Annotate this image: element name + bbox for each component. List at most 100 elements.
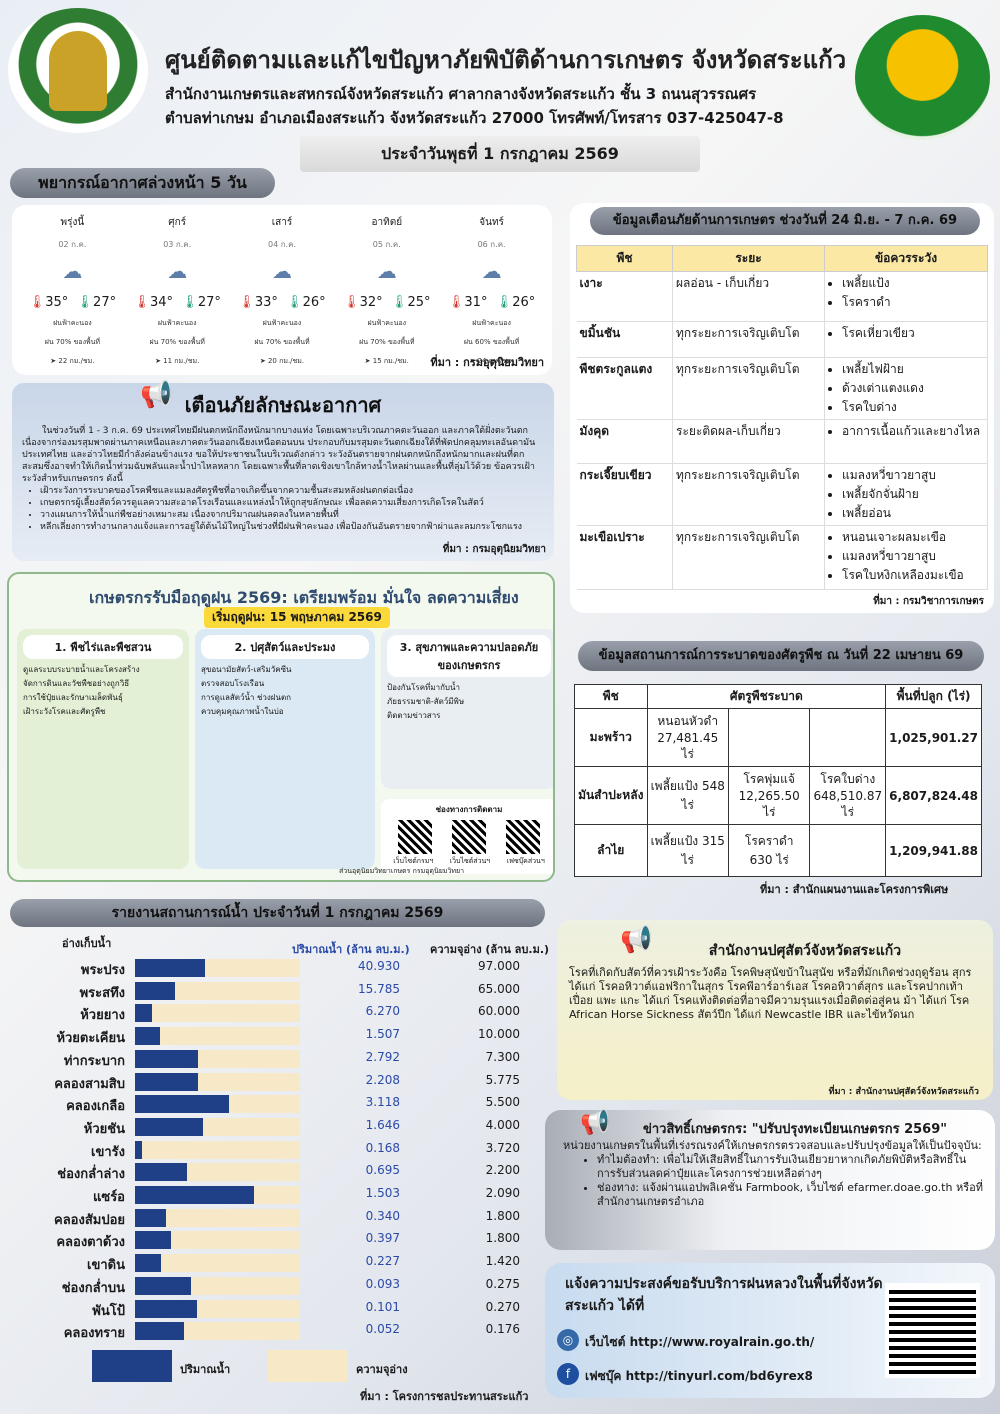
- volume-bar: [135, 1299, 197, 1318]
- qr-code-icon[interactable]: [885, 1283, 980, 1378]
- reservoir-label: คลองทราย: [63, 1326, 125, 1342]
- legend-volume-label: ปริมาณน้ำ: [180, 1363, 231, 1376]
- news-title: ข่าวสิทธิ์เกษตรกร: "ปรับปรุงทะเบียนเกษตร…: [643, 1122, 948, 1137]
- pest-1: เพลี้ยแป้ง 315 ไร่: [646, 824, 729, 877]
- volume-label: 0.397: [365, 1231, 400, 1246]
- warning-item: เกษตรกรผู้เลี้ยงสัตว์ควรดูแลความสะอาดโรง…: [40, 497, 544, 509]
- channels-title: ช่องทางการติดตาม: [435, 805, 503, 814]
- capacity-label: 2.200: [485, 1163, 520, 1178]
- volume-label: 1.507: [365, 1027, 400, 1042]
- thunderstorm-icon: ☁: [271, 259, 292, 283]
- risk-note: เพลี้ยแป้ง: [842, 274, 984, 293]
- reservoir-label: คลองเกลือ: [66, 1099, 125, 1115]
- risk-note: โรคใบด่าง: [842, 398, 984, 417]
- capacity-bar: [135, 981, 300, 1000]
- crop-risk-panel: ข้อมูลเตือนภัยด้านการเกษตร ช่วงวันที่ 24…: [570, 203, 994, 613]
- infographic-title: เกษตรกรรับมือฤดูฝน 2569: เตรียมพร้อม มั่…: [89, 588, 519, 607]
- thermometer-hot-icon: 🌡: [447, 295, 465, 310]
- qr-label: เว็บไซต์กรมฯ: [393, 857, 434, 865]
- rain-chance: ฝน 70% ของพื้นที่: [359, 338, 415, 346]
- news-intro: หน่วยงานเกษตรในพื้นที่เร่งรณรงค์ให้เกษตร…: [563, 1139, 982, 1152]
- pest-3: โรคใบด่าง 648,510.87 ไร่: [809, 766, 887, 825]
- qr-code-icon[interactable]: [452, 820, 486, 854]
- thunderstorm-icon: ☁: [376, 259, 397, 283]
- crops-item: การใช้ปุ๋ยและรักษาเมล็ดพันธุ์: [23, 693, 123, 702]
- volume-bar: [135, 1276, 191, 1295]
- royal-rain-website-link[interactable]: เว็บไซต์ http://www.royalrain.go.th/: [585, 1335, 815, 1349]
- capacity-bar: [135, 1254, 300, 1273]
- risk-notes: เพลี้ยแป้งโรคราดำ: [824, 271, 988, 322]
- capacity-label: 1.800: [485, 1208, 520, 1223]
- risk-notes: แมลงหวี่ขาวยาสูบเพลี้ยจักจั่นฝ้ายเพลี้ยอ…: [824, 463, 988, 526]
- temp-high: 34°: [150, 295, 174, 310]
- volume-bar: [135, 1072, 199, 1091]
- forecast-day: จันทร์ 06 ก.ค. ☁ 🌡31° 🌡26° ฝนฟ้าคะนอง ฝน…: [439, 211, 544, 369]
- capacity-label: 7.300: [485, 1049, 520, 1064]
- temp-low: 26°: [512, 295, 536, 310]
- wind-speed: 24 กม./ชม.: [477, 357, 514, 365]
- day-date: 02 ก.ค.: [58, 240, 87, 249]
- rain-chance: ฝน 70% ของพื้นที่: [44, 338, 101, 346]
- water-chart: อ่างเก็บน้ำ ปริมาณน้ำ (ล้าน ลบ.ม.) ความจ…: [10, 932, 555, 1407]
- risk-source: ที่มา : กรมวิชาการเกษตร: [873, 596, 984, 607]
- forecast-day: พรุ่งนี้ 02 ก.ค. ☁ 🌡35° 🌡27° ฝนฟ้าคะนอง …: [20, 211, 125, 369]
- rain-chance: ฝน 70% ของพื้นที่: [254, 338, 310, 346]
- legend-capacity-swatch: [268, 1350, 348, 1382]
- risk-note: เพลี้ยไฟฝ้าย: [842, 360, 984, 379]
- col-volume-header: ปริมาณน้ำ (ล้าน ลบ.ม.): [292, 943, 410, 956]
- livestock-text: โรคที่เกิดกับสัตว์ที่ควรเฝ้าระวังคือ โรค…: [569, 966, 972, 1021]
- risk-note: อาการเนื้อแก้วและยางไหล: [842, 422, 984, 441]
- table-row: ลำไย เพลี้ยแป้ง 315 ไร่ โรคราดำ 630 ไร่ 1,2…: [574, 824, 982, 877]
- volume-bar: [135, 1140, 143, 1159]
- volume-bar: [135, 1027, 160, 1046]
- risk-table: พืช ระยะ ข้อควรระวัง เงาะ ผลอ่อน - เก็บเก…: [576, 245, 988, 590]
- capacity-label: 97.000: [478, 959, 520, 973]
- wind-arrow-icon: ➤: [50, 357, 59, 365]
- risk-note: โรคใบหงิกเหลืองมะเขือ: [842, 566, 984, 585]
- weather-desc: ฝนฟ้าคะนอง: [262, 319, 302, 327]
- volume-bar: [135, 1208, 167, 1227]
- pest-1: หนอนหัวดำ 27,481.45 ไร่: [646, 708, 729, 767]
- reservoir-label: เขาดิน: [87, 1258, 125, 1274]
- thunderstorm-icon: ☁: [62, 259, 83, 283]
- reservoir-label: คลองตาด้วง: [56, 1235, 125, 1251]
- temp-high: 35°: [45, 295, 69, 310]
- health-item: ป้องกันโรคที่มากับน้ำ: [387, 683, 460, 692]
- risk-note: หนอนเจาะผลมะเขือ: [842, 528, 984, 547]
- news-item: ช่องทาง: แจ้งผ่านแอปพลิเคชั่น Farmbook, …: [597, 1181, 983, 1209]
- temp-low: 27°: [197, 295, 221, 310]
- qr-code-icon[interactable]: [506, 820, 540, 854]
- royal-rain-facebook-link[interactable]: เฟซบุ๊ค http://tinyurl.com/bd6yrex8: [585, 1369, 813, 1383]
- volume-bar: [135, 981, 176, 1000]
- risk-note: แมลงหวี่ขาวยาสูบ: [842, 547, 984, 566]
- volume-bar: [135, 1186, 254, 1204]
- table-row: มะเขือเปราะทุกระยะการเจริญเติบโตหนอนเจาะ…: [576, 525, 988, 590]
- table-row: ขมิ้นชันทุกระยะการเจริญเติบโต โรคเหี่ยวเข…: [576, 321, 988, 358]
- wind-speed: 15 กม./ชม.: [372, 357, 409, 365]
- forecast-heading: พยากรณ์อากาศล่วงหน้า 5 วัน: [10, 168, 275, 198]
- volume-label: 2.792: [365, 1049, 400, 1064]
- infographic-credit: ส่วนอุตุนิยมวิทยาเกษตร กรมอุตุนิยมวิทยา: [339, 867, 465, 875]
- pest-source: ที่มา : สำนักแผนงานและโครงการพิเศษ: [760, 883, 949, 896]
- pest-crop: มะพร้าว: [574, 708, 648, 767]
- volume-label: 40.930: [358, 959, 400, 973]
- pest-3: [809, 708, 887, 767]
- megaphone-icon: 📢: [620, 925, 653, 955]
- risk-notes: เพลี้ยไฟฝ้ายด้วงเต่าแตงแดงโรคใบด่าง: [824, 357, 988, 420]
- pest-2: โรคพุ่มแจ้ 12,265.50 ไร่: [727, 766, 811, 825]
- day-name: อาทิตย์: [371, 217, 403, 228]
- capacity-label: 3.720: [485, 1140, 520, 1155]
- volume-bar: [135, 1095, 229, 1114]
- crops-heading: 1. พืชไร่และพืชสวน: [23, 635, 183, 659]
- volume-bar: [135, 959, 205, 977]
- globe-icon: ◎: [557, 1329, 579, 1351]
- qr-code-icon[interactable]: [398, 820, 432, 854]
- thermometer-cold-icon: 🌡: [286, 295, 303, 310]
- capacity-label: 2.090: [485, 1186, 520, 1200]
- day-name: ศุกร์: [168, 217, 187, 228]
- thermometer-hot-icon: 🌡: [133, 295, 151, 310]
- volume-bar: [135, 1117, 203, 1136]
- warning-source: ที่มา : กรมอุตุนิยมวิทยา: [442, 544, 546, 555]
- risk-header-crop: พืช: [576, 245, 673, 272]
